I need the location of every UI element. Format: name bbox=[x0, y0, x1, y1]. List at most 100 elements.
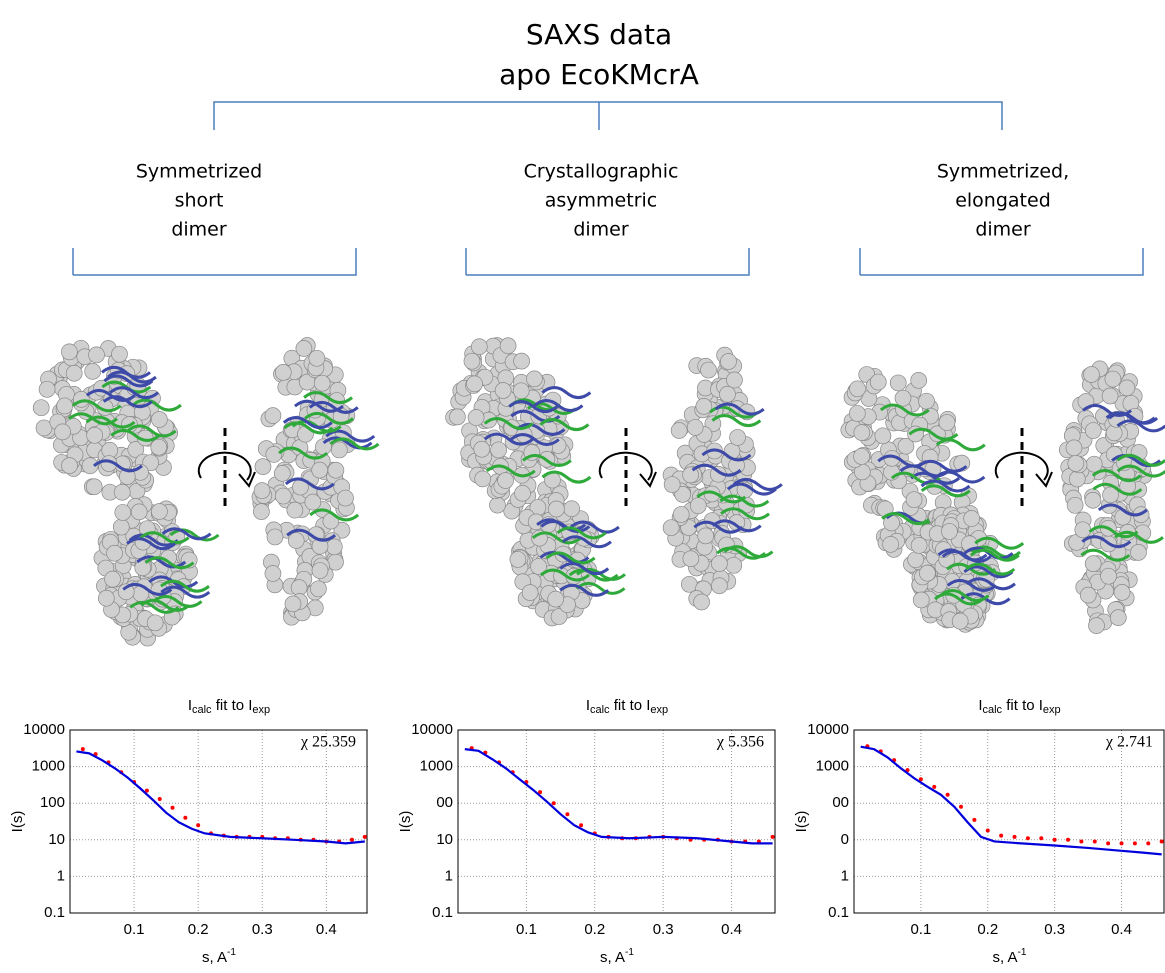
x-tick-label: 0.2 bbox=[977, 921, 998, 938]
text-part: -1 bbox=[625, 947, 634, 958]
bead bbox=[919, 564, 936, 582]
bead bbox=[494, 382, 512, 399]
fit-line bbox=[76, 750, 365, 845]
ribbon bbox=[562, 535, 612, 549]
bead bbox=[499, 337, 517, 355]
x-tick-label: 0.3 bbox=[653, 921, 674, 938]
data-point bbox=[183, 815, 188, 820]
model-label: elongated bbox=[955, 190, 1051, 212]
bead bbox=[38, 380, 56, 398]
bead bbox=[151, 503, 168, 520]
bead bbox=[284, 595, 302, 613]
bead bbox=[111, 345, 128, 363]
y-tick-label: 00 bbox=[832, 794, 849, 811]
bead bbox=[81, 457, 99, 475]
y-tick-label: 1 bbox=[841, 867, 849, 884]
bead bbox=[151, 411, 168, 428]
y-tick-label: 1 bbox=[445, 867, 453, 884]
model-label: Symmetrized bbox=[136, 161, 262, 183]
data-point bbox=[538, 790, 543, 795]
y-tick-label: 00 bbox=[436, 794, 453, 811]
bead bbox=[106, 544, 123, 562]
data-point bbox=[196, 823, 201, 828]
bead bbox=[304, 493, 322, 511]
bead bbox=[726, 371, 743, 389]
y-tick-label: 1000 bbox=[816, 758, 849, 775]
ribbon bbox=[515, 422, 566, 436]
x-axis-label: s, A-1 bbox=[993, 947, 1027, 966]
bead bbox=[1067, 455, 1085, 472]
ribbon bbox=[144, 556, 195, 570]
bead bbox=[869, 373, 887, 391]
model-label: Symmetrized, bbox=[937, 161, 1069, 183]
fit-line bbox=[464, 748, 773, 845]
ribbon bbox=[303, 391, 353, 405]
bead bbox=[695, 398, 713, 415]
bead bbox=[700, 361, 717, 379]
data-point bbox=[551, 801, 556, 806]
y-tick-label: 10000 bbox=[807, 721, 849, 738]
bead bbox=[337, 489, 354, 507]
data-point bbox=[1119, 841, 1124, 846]
bead bbox=[142, 454, 160, 472]
bead bbox=[1104, 370, 1122, 388]
x-axis-label: s, A-1 bbox=[202, 947, 236, 966]
ribbon bbox=[309, 508, 360, 522]
bead bbox=[1109, 609, 1127, 626]
ribbon bbox=[109, 386, 159, 400]
ribbon bbox=[969, 548, 1020, 562]
bead bbox=[693, 593, 710, 611]
data-point bbox=[362, 834, 367, 839]
ribbon bbox=[126, 424, 177, 438]
ribbon bbox=[85, 388, 136, 402]
bead bbox=[311, 537, 329, 555]
text-part: exp bbox=[1043, 704, 1061, 716]
bead bbox=[114, 504, 132, 521]
bead bbox=[548, 500, 565, 518]
bead bbox=[682, 466, 699, 484]
text-part: fit to I bbox=[610, 697, 651, 714]
data-point bbox=[985, 828, 990, 833]
bead bbox=[521, 584, 539, 601]
bead bbox=[682, 550, 700, 568]
bead bbox=[65, 364, 83, 382]
bead bbox=[882, 535, 899, 553]
bead bbox=[146, 614, 164, 632]
text-part: I bbox=[188, 697, 192, 714]
x-tick-label: 0.2 bbox=[188, 921, 209, 938]
ribbon bbox=[1116, 464, 1165, 478]
ribbon bbox=[322, 436, 373, 450]
bead bbox=[61, 343, 78, 361]
bead bbox=[118, 468, 136, 485]
text-part: -1 bbox=[1018, 947, 1027, 958]
bead-model bbox=[509, 492, 626, 627]
bead bbox=[729, 429, 746, 446]
data-point bbox=[1025, 836, 1030, 841]
ribbon bbox=[140, 598, 191, 612]
y-tick-label: 10 bbox=[436, 831, 453, 848]
ribbon bbox=[556, 526, 607, 540]
text-part: s, A bbox=[202, 949, 227, 966]
arrow-head bbox=[1035, 471, 1053, 488]
ribbon bbox=[282, 416, 333, 430]
bead bbox=[54, 423, 71, 441]
bead bbox=[489, 496, 506, 514]
bead bbox=[84, 363, 102, 380]
x-tick-label: 0.3 bbox=[252, 921, 273, 938]
ribbon bbox=[691, 463, 742, 477]
model-label: dimer bbox=[171, 219, 227, 241]
text-part: calc bbox=[590, 704, 610, 716]
data-point bbox=[1079, 839, 1084, 844]
ribbon bbox=[711, 519, 762, 533]
bead bbox=[274, 364, 292, 381]
bead bbox=[112, 518, 130, 536]
bead bbox=[127, 441, 145, 458]
data-point bbox=[1039, 836, 1044, 841]
bead bbox=[1074, 521, 1092, 539]
x-tick-label: 0.4 bbox=[316, 921, 337, 938]
ribbon bbox=[910, 471, 961, 485]
title-line: SAXS data bbox=[526, 18, 672, 51]
bead bbox=[308, 349, 326, 367]
fit-line bbox=[860, 745, 1162, 856]
data-point bbox=[945, 792, 950, 797]
